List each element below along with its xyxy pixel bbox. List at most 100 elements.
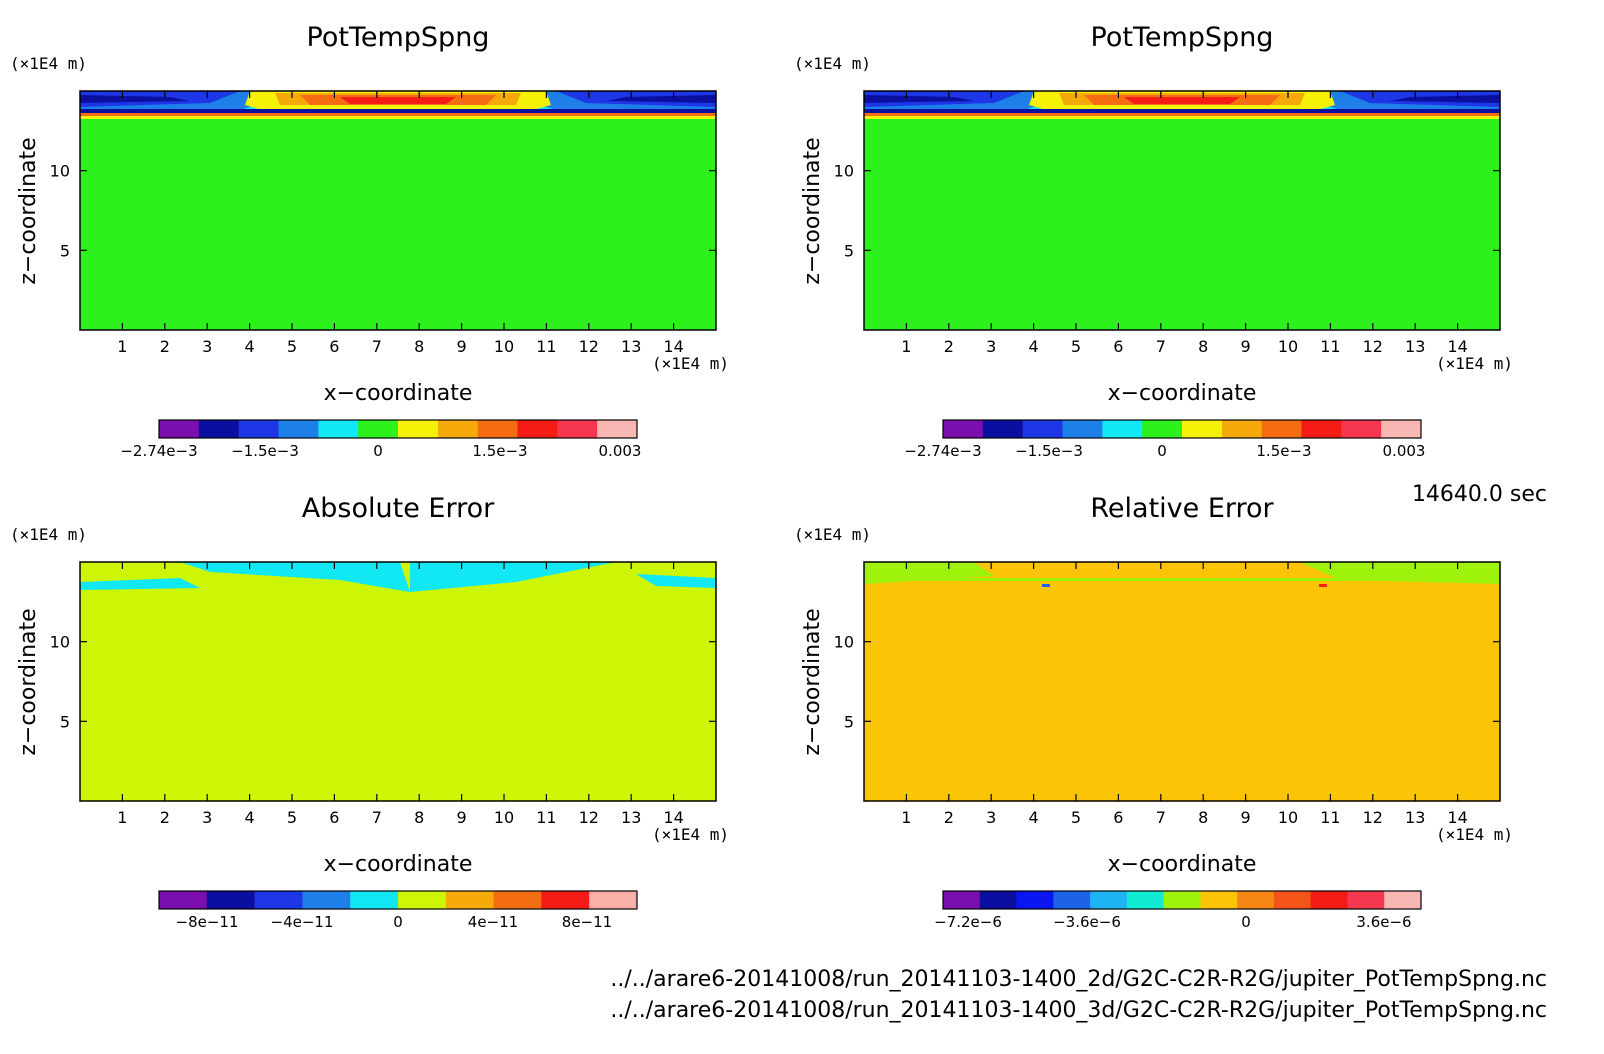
x-tick-label: 13 (1405, 337, 1425, 356)
colorbar-swatch (1022, 420, 1063, 438)
contour-band (1390, 95, 1500, 103)
contour-band (410, 562, 616, 592)
x-tick-label: 14 (663, 337, 683, 356)
colorbar-swatch (159, 891, 208, 909)
x-tick-label: 8 (414, 337, 424, 356)
colorbar-label: −8e−11 (176, 913, 239, 931)
x-unit-label: (×1E4 m) (652, 825, 729, 844)
colorbar-label: 1.5e−3 (1256, 442, 1311, 460)
y-tick-label: 5 (60, 712, 70, 731)
y-tick-label: 10 (834, 162, 854, 181)
x-tick-label: 6 (1113, 337, 1123, 356)
colorbar-swatch (557, 420, 598, 438)
colorbar-swatch (1062, 420, 1103, 438)
colorbar-swatch (541, 891, 590, 909)
colorbar-frame (158, 890, 638, 910)
x-tick-label: 8 (414, 808, 424, 827)
x-unit-label: (×1E4 m) (1436, 354, 1513, 373)
x-tick-label: 14 (1447, 808, 1467, 827)
colorbar-label: −2.74e−3 (904, 442, 981, 460)
x-axis-label: x−coordinate (1108, 381, 1257, 406)
chart-title: PotTempSpng (307, 22, 490, 53)
y-unit-label: (×1E4 m) (10, 525, 87, 544)
contour-band (80, 113, 716, 116)
field-background (80, 562, 716, 801)
contour-band (864, 95, 974, 103)
x-tick-label: 11 (1320, 808, 1340, 827)
x-tick-label: 1 (901, 337, 911, 356)
x-tick-label: 1 (117, 808, 127, 827)
colorbar-swatch (1310, 891, 1348, 909)
y-tick-label: 10 (50, 633, 70, 652)
colorbar-swatch (254, 891, 303, 909)
x-tick-label: 8 (1198, 808, 1208, 827)
x-tick-label: 7 (1156, 337, 1166, 356)
x-unit-label: (×1E4 m) (652, 354, 729, 373)
contour-band (864, 113, 1500, 116)
y-unit-label: (×1E4 m) (794, 525, 871, 544)
colorbar-label: −3.6e−6 (1053, 913, 1121, 931)
x-axis-label: x−coordinate (1108, 852, 1257, 877)
colorbar-swatch (437, 420, 479, 438)
x-tick-label: 13 (621, 337, 641, 356)
colorbar-frame (942, 419, 1422, 439)
colorbar-swatch (1053, 891, 1091, 909)
contour-spot (1319, 584, 1327, 587)
x-tick-label: 13 (1405, 808, 1425, 827)
x-tick-label: 5 (1071, 808, 1081, 827)
colorbar-swatch (159, 420, 200, 438)
source-file-1: ../../arare6-20141008/run_20141103-1400_… (610, 967, 1547, 992)
x-tick-label: 4 (1029, 337, 1039, 356)
x-tick-label: 13 (621, 808, 641, 827)
colorbar-label: 0 (1157, 442, 1167, 460)
colorbar-swatch (1341, 420, 1382, 438)
contour-band (180, 562, 410, 592)
x-tick-label: 11 (536, 337, 556, 356)
colorbar-swatch (198, 420, 240, 438)
colorbar-swatch (398, 891, 447, 909)
contour-band (864, 116, 1500, 119)
y-tick-label: 5 (844, 241, 854, 260)
x-axis-label: x−coordinate (324, 852, 473, 877)
colorbar-swatch (1347, 891, 1385, 909)
x-unit-label: (×1E4 m) (1436, 825, 1513, 844)
x-tick-label: 3 (986, 808, 996, 827)
x-tick-label: 1 (901, 808, 911, 827)
chart-title: Relative Error (1090, 493, 1274, 524)
x-tick-label: 6 (329, 337, 339, 356)
x-tick-label: 9 (457, 808, 467, 827)
plot-frame (863, 90, 1501, 331)
chart-panel-1: PotTempSpng (×1E4 m) (×1E4 m) x−coordinate z… (10, 22, 729, 460)
x-tick-label: 10 (494, 337, 514, 356)
y-tick-label: 5 (60, 241, 70, 260)
colorbar-swatch (1221, 420, 1263, 438)
colorbar-swatch (493, 891, 542, 909)
field-background (864, 562, 1500, 801)
colorbar-swatch (1182, 420, 1223, 438)
colorbar-swatch (517, 420, 558, 438)
colorbar-swatch (445, 891, 495, 909)
x-tick-label: 5 (287, 808, 297, 827)
contour-band (884, 578, 1480, 581)
y-tick-label: 5 (844, 712, 854, 731)
x-tick-label: 12 (579, 337, 599, 356)
contour-band (80, 109, 716, 113)
x-tick-label: 5 (1071, 337, 1081, 356)
chart-panel-4: Relative Error (×1E4 m) (×1E4 m) x−coordina… (794, 493, 1513, 931)
time-label: 14640.0 sec (1411, 482, 1547, 507)
x-tick-label: 2 (944, 808, 954, 827)
colorbar-frame (942, 890, 1422, 910)
x-tick-label: 2 (160, 808, 170, 827)
colorbar-swatch (358, 420, 399, 438)
colorbar-frame (158, 419, 638, 439)
colorbar-label: 0.003 (599, 442, 642, 460)
colorbar-swatch (302, 891, 351, 909)
colorbar-swatch (1301, 420, 1342, 438)
x-tick-label: 3 (202, 337, 212, 356)
y-axis-label: z−coordinate (800, 137, 825, 284)
x-tick-label: 3 (202, 808, 212, 827)
colorbar-label: 0.003 (1383, 442, 1426, 460)
x-tick-label: 7 (1156, 808, 1166, 827)
colorbar-swatch (238, 420, 279, 438)
x-tick-label: 7 (372, 337, 382, 356)
